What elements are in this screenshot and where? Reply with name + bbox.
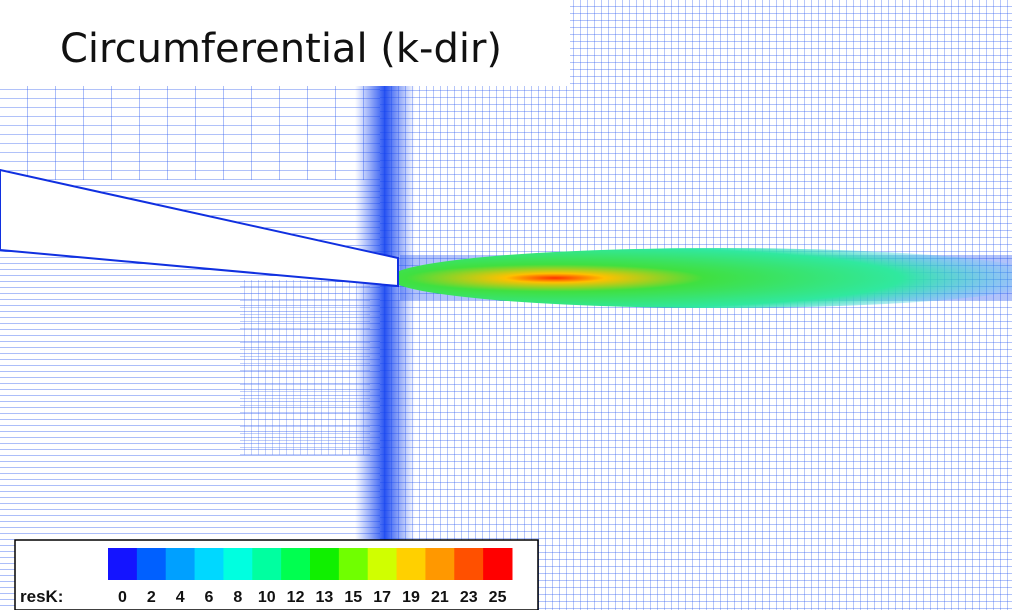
colorbar-band [483,548,513,580]
colorbar-tick: 13 [316,589,334,606]
colorbar-tick: 23 [460,589,478,606]
colorbar-band [367,548,398,580]
mesh-patch [240,280,370,455]
colorbar-tick: 17 [373,589,391,606]
colorbar-tick: 4 [176,589,185,606]
colorbar-tick: 15 [344,589,362,606]
colorbar-band [252,548,282,580]
colorbar-band [223,548,253,580]
colorbar-band [338,548,369,580]
colorbar-band [165,548,196,580]
mesh-upper-left [0,80,380,180]
mesh-clustering [355,0,415,610]
wing [0,168,399,288]
colorbar-tick: 0 [118,589,127,606]
colorbar-tick: 25 [489,589,507,606]
colorbar-tick: 6 [205,589,214,606]
wake-contour [390,248,1012,308]
colorbar-tick: 8 [233,589,242,606]
colorbar-band [136,548,167,580]
colorbar-band [310,548,340,580]
colorbar-band [454,548,484,580]
colorbar-band [396,548,426,580]
title: Circumferential (k-dir) [60,26,502,72]
colorbar-band [425,548,455,580]
colorbar-band [108,548,138,580]
colorbar-band [194,548,224,580]
colorbar-tick: 2 [147,589,156,606]
colorbar-tick: 12 [287,589,305,606]
colorbar-tick: 21 [431,589,449,606]
colorbar-tick: 10 [258,589,276,606]
colorbar-band [281,548,311,580]
title-box [0,0,570,86]
colorbar: 0 2 4 6 8 10 12 13 15 17 19 21 23 25 [108,548,513,606]
colorbar-tick: 19 [402,589,420,606]
legend-label: resK: [20,587,63,606]
